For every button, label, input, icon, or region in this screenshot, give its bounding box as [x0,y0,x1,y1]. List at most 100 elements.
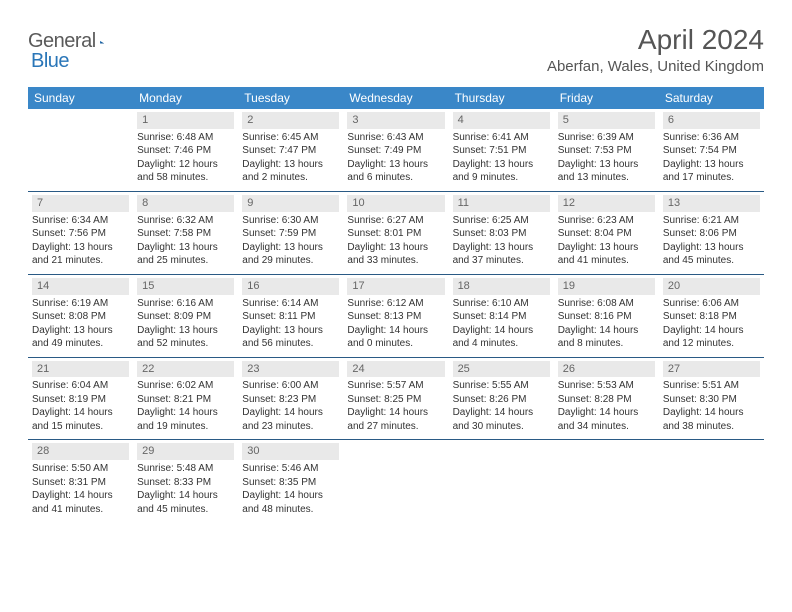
day-info: Sunrise: 5:50 AMSunset: 8:31 PMDaylight:… [32,462,129,516]
day-number: 25 [453,361,550,378]
header: General April 2024 Aberfan, Wales, Unite… [28,24,764,75]
day-cell: 18 Sunrise: 6:10 AMSunset: 8:14 PMDayligh… [449,274,554,357]
day-cell: 8 Sunrise: 6:32 AMSunset: 7:58 PMDaylight… [133,191,238,274]
day-info: Sunrise: 6:23 AMSunset: 8:04 PMDaylight:… [558,214,655,268]
day-info: Sunrise: 6:00 AMSunset: 8:23 PMDaylight:… [242,379,339,433]
day-cell: 1 Sunrise: 6:48 AMSunset: 7:46 PMDaylight… [133,109,238,191]
day-cell: . [343,440,448,522]
day-cell: . [449,440,554,522]
day-info: Sunrise: 6:41 AMSunset: 7:51 PMDaylight:… [453,131,550,185]
day-cell: 12 Sunrise: 6:23 AMSunset: 8:04 PMDayligh… [554,191,659,274]
day-info: Sunrise: 6:27 AMSunset: 8:01 PMDaylight:… [347,214,444,268]
day-number: 17 [347,278,444,295]
day-number: 20 [663,278,760,295]
week-row: .1 Sunrise: 6:48 AMSunset: 7:46 PMDayligh… [28,109,764,191]
day-number: 10 [347,195,444,212]
day-cell: 16 Sunrise: 6:14 AMSunset: 8:11 PMDayligh… [238,274,343,357]
day-number: 28 [32,443,129,460]
day-number: 4 [453,112,550,129]
day-cell: . [28,109,133,191]
weekday-header: Thursday [449,87,554,109]
day-info: Sunrise: 6:30 AMSunset: 7:59 PMDaylight:… [242,214,339,268]
day-number: 23 [242,361,339,378]
day-cell: 22Sunrise: 6:02 AMSunset: 8:21 PMDayligh… [133,357,238,440]
logo-triangle-icon [100,34,104,50]
day-cell: 3 Sunrise: 6:43 AMSunset: 7:49 PMDaylight… [343,109,448,191]
weekday-header: Sunday [28,87,133,109]
day-number: 9 [242,195,339,212]
day-number: 19 [558,278,655,295]
day-number: 18 [453,278,550,295]
location: Aberfan, Wales, United Kingdom [547,58,764,75]
day-cell: 26Sunrise: 5:53 AMSunset: 8:28 PMDayligh… [554,357,659,440]
week-row: 21Sunrise: 6:04 AMSunset: 8:19 PMDayligh… [28,357,764,440]
week-row: 14 Sunrise: 6:19 AMSunset: 8:08 PMDayligh… [28,274,764,357]
day-cell: 4 Sunrise: 6:41 AMSunset: 7:51 PMDaylight… [449,109,554,191]
week-row: 7Sunrise: 6:34 AMSunset: 7:56 PMDaylight… [28,191,764,274]
day-number: 16 [242,278,339,295]
day-info: Sunrise: 6:36 AMSunset: 7:54 PMDaylight:… [663,131,760,185]
day-info: Sunrise: 6:43 AMSunset: 7:49 PMDaylight:… [347,131,444,185]
day-info: Sunrise: 6:08 AMSunset: 8:16 PMDaylight:… [558,297,655,351]
day-cell: 25Sunrise: 5:55 AMSunset: 8:26 PMDayligh… [449,357,554,440]
weekday-header: Saturday [659,87,764,109]
day-info: Sunrise: 6:14 AMSunset: 8:11 PMDaylight:… [242,297,339,351]
day-info: Sunrise: 6:32 AMSunset: 7:58 PMDaylight:… [137,214,234,268]
day-info: Sunrise: 6:06 AMSunset: 8:18 PMDaylight:… [663,297,760,351]
day-number: 30 [242,443,339,460]
day-cell: 17 Sunrise: 6:12 AMSunset: 8:13 PMDayligh… [343,274,448,357]
day-info: Sunrise: 6:39 AMSunset: 7:53 PMDaylight:… [558,131,655,185]
month-title: April 2024 [547,24,764,56]
day-number: 3 [347,112,444,129]
day-number: 1 [137,112,234,129]
day-cell: 20 Sunrise: 6:06 AMSunset: 8:18 PMDayligh… [659,274,764,357]
day-number: 27 [663,361,760,378]
day-cell: 11Sunrise: 6:25 AMSunset: 8:03 PMDayligh… [449,191,554,274]
day-info: Sunrise: 5:57 AMSunset: 8:25 PMDaylight:… [347,379,444,433]
day-cell: 23Sunrise: 6:00 AMSunset: 8:23 PMDayligh… [238,357,343,440]
day-cell: 27Sunrise: 5:51 AMSunset: 8:30 PMDayligh… [659,357,764,440]
weekday-header: Monday [133,87,238,109]
day-number: 24 [347,361,444,378]
day-info: Sunrise: 6:48 AMSunset: 7:46 PMDaylight:… [137,131,234,185]
calendar-table: Sunday Monday Tuesday Wednesday Thursday… [28,87,764,522]
day-number: 2 [242,112,339,129]
day-number: 26 [558,361,655,378]
day-info: Sunrise: 6:45 AMSunset: 7:47 PMDaylight:… [242,131,339,185]
day-number: 8 [137,195,234,212]
logo-text-blue: Blue [31,50,69,72]
page: General April 2024 Aberfan, Wales, Unite… [0,0,792,546]
logo-sub: Blue [32,50,69,73]
day-number: 14 [32,278,129,295]
weekday-header: Wednesday [343,87,448,109]
day-cell: 30Sunrise: 5:46 AMSunset: 8:35 PMDayligh… [238,440,343,522]
day-info: Sunrise: 6:10 AMSunset: 8:14 PMDaylight:… [453,297,550,351]
day-info: Sunrise: 6:19 AMSunset: 8:08 PMDaylight:… [32,297,129,351]
day-info: Sunrise: 5:55 AMSunset: 8:26 PMDaylight:… [453,379,550,433]
day-cell: 21Sunrise: 6:04 AMSunset: 8:19 PMDayligh… [28,357,133,440]
day-number: 15 [137,278,234,295]
day-cell: 13Sunrise: 6:21 AMSunset: 8:06 PMDayligh… [659,191,764,274]
day-cell: . [659,440,764,522]
day-info: Sunrise: 6:02 AMSunset: 8:21 PMDaylight:… [137,379,234,433]
day-cell: 15Sunrise: 6:16 AMSunset: 8:09 PMDayligh… [133,274,238,357]
day-cell: 5Sunrise: 6:39 AMSunset: 7:53 PMDaylight… [554,109,659,191]
weekday-header: Tuesday [238,87,343,109]
day-info: Sunrise: 5:51 AMSunset: 8:30 PMDaylight:… [663,379,760,433]
day-number: 7 [32,195,129,212]
weekday-header: Friday [554,87,659,109]
day-number: 22 [137,361,234,378]
day-number: 21 [32,361,129,378]
day-cell: 7Sunrise: 6:34 AMSunset: 7:56 PMDaylight… [28,191,133,274]
day-cell: 29Sunrise: 5:48 AMSunset: 8:33 PMDayligh… [133,440,238,522]
day-cell: 9 Sunrise: 6:30 AMSunset: 7:59 PMDaylight… [238,191,343,274]
day-info: Sunrise: 6:21 AMSunset: 8:06 PMDaylight:… [663,214,760,268]
logo: General [28,24,124,53]
calendar-head: Sunday Monday Tuesday Wednesday Thursday… [28,87,764,109]
day-info: Sunrise: 5:53 AMSunset: 8:28 PMDaylight:… [558,379,655,433]
day-cell: 19 Sunrise: 6:08 AMSunset: 8:16 PMDayligh… [554,274,659,357]
day-cell: 10 Sunrise: 6:27 AMSunset: 8:01 PMDayligh… [343,191,448,274]
day-info: Sunrise: 6:12 AMSunset: 8:13 PMDaylight:… [347,297,444,351]
day-number: 12 [558,195,655,212]
day-number: 6 [663,112,760,129]
